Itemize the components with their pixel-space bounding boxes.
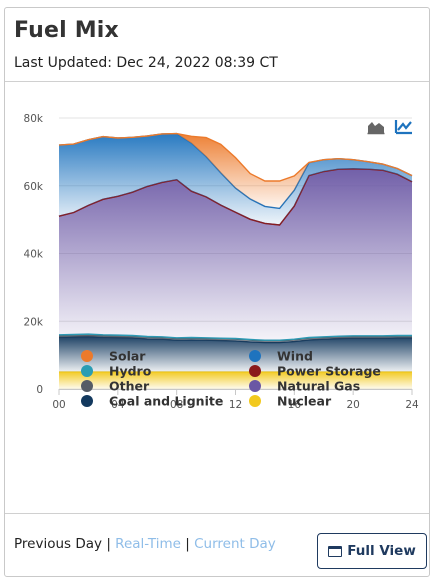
real-time-link[interactable]: Real-Time (115, 536, 181, 552)
y-tick-label: 60k (24, 181, 44, 193)
current-day-link[interactable]: Current Day (194, 536, 276, 552)
line-chart-icon (394, 120, 412, 135)
chart-legend: Solar Wind Hydro Power Storage Other Natural … (81, 349, 381, 409)
full-view-button[interactable]: Full View (317, 533, 427, 569)
legend-label: Nuclear (277, 394, 332, 409)
header-divider (5, 81, 429, 82)
series-areas (58, 132, 413, 389)
legend-label: Wind (277, 349, 313, 364)
legend-swatch (81, 395, 93, 407)
x-tick-label: 16 (288, 399, 302, 411)
window-icon (328, 545, 343, 557)
y-tick-label: 20k (24, 316, 44, 328)
chart-axes: 0 20k 40k 60k 80k 00 04 08 12 16 20 24 (24, 113, 419, 411)
area-nuclear (59, 372, 412, 389)
page-title: Fuel Mix (14, 18, 119, 43)
stacked-chart-toggle[interactable] (367, 119, 385, 135)
x-tick-label: 08 (170, 399, 183, 411)
line-chart-toggle[interactable] (394, 119, 413, 135)
area-wind (59, 133, 412, 225)
legend-label: Coal and Lignite (109, 394, 223, 409)
legend-label: Other (109, 379, 150, 394)
y-tick-label: 0 (36, 384, 43, 396)
full-view-label: Full View (347, 543, 416, 559)
separator: | (106, 536, 111, 552)
y-tick-label: 80k (24, 113, 44, 125)
x-tick-label: 04 (111, 399, 125, 411)
legend-swatch (249, 365, 261, 377)
legend-swatch (249, 395, 261, 407)
x-tick-label: 24 (405, 399, 419, 411)
legend-swatch (249, 350, 261, 362)
y-tick-label: 40k (24, 249, 44, 261)
area-chart-icon (368, 122, 384, 133)
x-tick-label: 12 (229, 399, 242, 411)
last-updated-text: Last Updated: Dec 24, 2022 08:39 CT (14, 55, 278, 71)
legend-label: Power Storage (277, 364, 381, 379)
legend-swatch (81, 350, 93, 362)
legend-label: Natural Gas (277, 379, 360, 394)
footer-divider (5, 513, 429, 514)
x-tick-label: 20 (346, 399, 359, 411)
legend-swatch (81, 380, 93, 392)
x-tick-label: 00 (52, 399, 65, 411)
fuel-mix-card: Fuel Mix Last Updated: Dec 24, 2022 08:3… (4, 7, 430, 577)
legend-label: Solar (109, 349, 146, 364)
line-solar (58, 132, 413, 182)
fuel-mix-chart: 0 20k 40k 60k 80k 00 04 08 12 16 20 24 Solar Wind Hyd… (24, 113, 419, 411)
legend-swatch (81, 365, 93, 377)
area-natural-gas (59, 168, 412, 341)
legend-label: Hydro (109, 364, 152, 379)
area-solar (59, 133, 412, 209)
separator: | (185, 536, 190, 552)
legend-swatch (249, 380, 261, 392)
day-selector: Previous Day | Real-Time | Current Day (14, 536, 276, 552)
area-coal-and-lignite (59, 336, 412, 373)
previous-day-link[interactable]: Previous Day (14, 536, 103, 552)
